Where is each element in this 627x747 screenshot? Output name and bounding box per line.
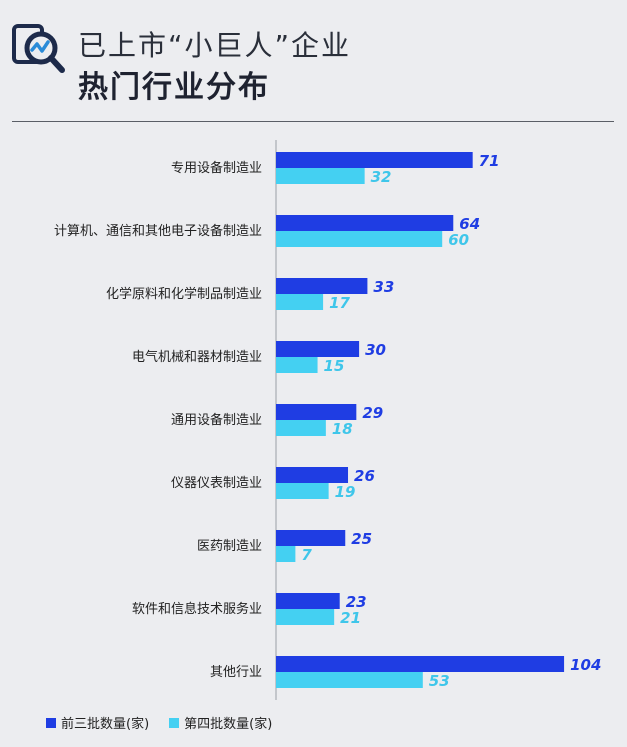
data-label-series1: 104: [570, 656, 601, 674]
data-label-series1: 23: [346, 593, 367, 611]
divider: [12, 121, 614, 122]
bar-series1: [276, 656, 565, 672]
page-subtitle: 热门行业分布: [78, 70, 270, 105]
bar-series1: [276, 278, 368, 294]
category-label: 专用设备制造业: [171, 160, 262, 176]
data-label-series2: 32: [371, 168, 392, 186]
data-label-series1: 29: [362, 404, 383, 422]
data-label-series1: 30: [365, 341, 386, 359]
category-label: 医药制造业: [197, 539, 262, 554]
bar-series1: [276, 593, 340, 609]
bar-series2: [276, 231, 443, 247]
data-label-series2: 53: [429, 672, 450, 690]
bar-series1: [276, 215, 454, 231]
bar-series1: [276, 404, 357, 420]
data-label-series2: 60: [448, 231, 469, 249]
legend-label-series1: 前三批数量(家): [61, 717, 150, 732]
category-label: 通用设备制造业: [171, 412, 262, 428]
data-label-series2: 18: [332, 420, 353, 438]
legend-item-series2: 第四批数量(家): [169, 713, 272, 732]
legend-swatch-series1: [46, 717, 56, 728]
category-label: 计算机、通信和其他电子设备制造业: [54, 223, 262, 239]
data-label-series1: 26: [354, 467, 375, 485]
magnifier-chart-icon: [12, 24, 65, 73]
page-title: 已上市“小巨人”企业: [78, 29, 352, 62]
bar-series2: [276, 609, 335, 625]
data-label-series2: 21: [340, 609, 361, 627]
category-label: 其他行业: [210, 665, 262, 680]
bar-series2: [276, 357, 318, 373]
legend-swatch-series2: [169, 717, 180, 728]
data-label-series2: 15: [324, 357, 345, 375]
bar-series2: [276, 546, 296, 562]
data-label-series1: 71: [479, 152, 500, 170]
bar-series2: [276, 168, 365, 184]
data-label-series2: 17: [329, 294, 350, 312]
data-label-series1: 33: [373, 278, 394, 296]
bar-series2: [276, 294, 324, 310]
data-label-series1: 25: [351, 530, 372, 548]
data-label-series1: 64: [459, 215, 480, 233]
legend-label-series2: 第四批数量(家): [184, 717, 273, 732]
bar-series2: [276, 420, 326, 436]
category-label: 电气机械和器材制造业: [132, 349, 262, 365]
bar-series2: [276, 672, 423, 688]
data-label-series2: 19: [335, 483, 356, 501]
bar-series2: [276, 483, 329, 499]
bar-series1: [276, 152, 473, 168]
bar-series1: [276, 341, 360, 357]
data-label-series2: 7: [301, 546, 312, 564]
bar-series1: [276, 530, 346, 546]
category-label: 仪器仪表制造业: [171, 476, 262, 491]
legend-item-series1: 前三批数量(家): [46, 713, 149, 732]
category-label: 软件和信息技术服务业: [132, 601, 262, 617]
bar-series1: [276, 467, 349, 483]
category-label: 化学原料和化学制品制造业: [106, 286, 262, 302]
legend: 前三批数量(家) 第四批数量(家): [46, 713, 272, 732]
